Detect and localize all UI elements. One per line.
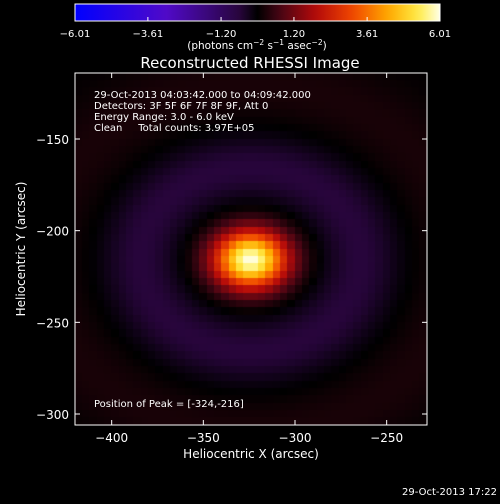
annotation-clean-counts: Clean Total counts: 3.97E+05 (94, 123, 254, 134)
y-axis-ticks: −150 −200 −250 −300 (36, 133, 427, 422)
colorbar: −6.01 −3.61 −1.20 1.20 3.61 6.01 (photons cm−… (60, 3, 451, 52)
colorbar-gradient (74, 3, 441, 22)
peak-position-label: Position of Peak = [-324,-216] (94, 399, 244, 410)
annotation-detectors: Detectors: 3F 5F 6F 7F 8F 9F, Att 0 (94, 101, 268, 112)
x-tick-label: −250 (370, 431, 403, 445)
colorbar-tick-label: 1.20 (283, 29, 305, 40)
image-area (74, 72, 428, 426)
colorbar-tick-label: 3.61 (356, 29, 378, 40)
heatmap-image (75, 73, 427, 425)
y-axis-label: Heliocentric Y (arcsec) (14, 182, 28, 317)
x-axis-label: Heliocentric X (arcsec) (183, 447, 319, 461)
footer-timestamp: 29-Oct-2013 17:22 (402, 487, 497, 498)
x-tick-label: −350 (187, 431, 220, 445)
plot-frame (74, 72, 428, 426)
y-tick-label: −250 (36, 316, 69, 330)
annotation-time-range: 29-Oct-2013 04:03:42.000 to 04:09:42.000 (94, 90, 311, 101)
colorbar-unit: (photons cm−2 s−1 asec−2) (187, 38, 326, 52)
colorbar-tick-label: −3.61 (133, 29, 164, 40)
x-axis-ticks: −400 −350 −300 −250 (95, 73, 403, 445)
y-tick-label: −200 (36, 225, 69, 239)
x-tick-label: −400 (95, 431, 128, 445)
colorbar-tick-label: 6.01 (429, 29, 451, 40)
x-tick-label: −300 (279, 431, 312, 445)
annotation-energy-range: Energy Range: 3.0 - 6.0 keV (94, 112, 234, 123)
colorbar-tick-label: −6.01 (60, 29, 91, 40)
chart-title: Reconstructed RHESSI Image (140, 54, 359, 72)
y-tick-label: −300 (36, 408, 69, 422)
colorbar-ticks: −6.01 −3.61 −1.20 1.20 3.61 6.01 (60, 17, 451, 40)
y-tick-label: −150 (36, 133, 69, 147)
colorbar-tick-label: −1.20 (206, 29, 237, 40)
annotation-block: 29-Oct-2013 04:03:42.000 to 04:09:42.000… (94, 90, 311, 134)
